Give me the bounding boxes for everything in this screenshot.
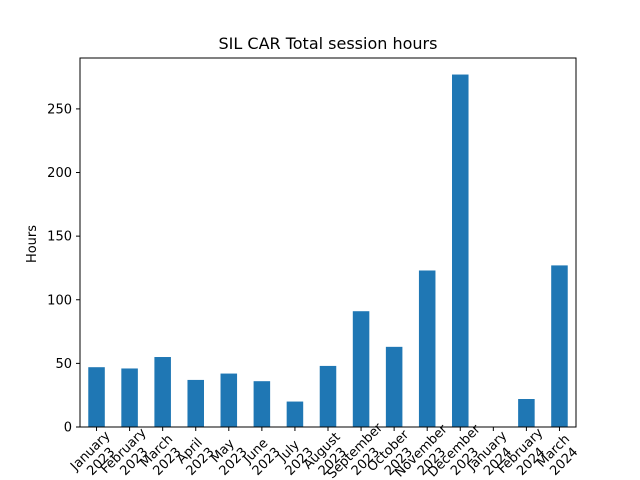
bar: [418, 270, 436, 427]
y-tick-label: 150: [47, 230, 72, 245]
bar: [220, 373, 238, 427]
chart-title: SIL CAR Total session hours: [219, 34, 438, 53]
y-tick-label: 100: [47, 293, 72, 308]
bar: [352, 311, 370, 427]
y-ticks-group: 0 50 100 150 200 250: [47, 102, 80, 436]
y-axis-label: Hours: [25, 225, 40, 263]
bar: [187, 379, 204, 427]
bar: [154, 357, 171, 427]
y-tick-label: 0: [64, 421, 72, 436]
bar: [385, 346, 403, 427]
bar: [253, 381, 271, 427]
y-tick-label: 250: [47, 102, 72, 117]
bars-group: [88, 74, 568, 427]
bar: [551, 265, 568, 427]
bar: [518, 399, 535, 427]
plot-area-frame: [79, 57, 577, 428]
bar: [452, 74, 469, 427]
bar: [319, 365, 337, 427]
bar: [88, 367, 105, 427]
y-tick-label: 50: [55, 357, 72, 372]
bar: [121, 368, 138, 427]
y-tick-label: 200: [47, 166, 72, 181]
bar: [286, 401, 304, 427]
